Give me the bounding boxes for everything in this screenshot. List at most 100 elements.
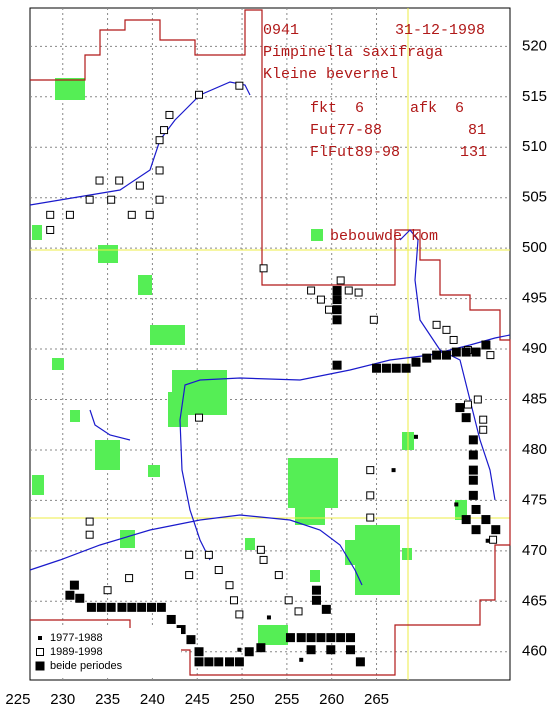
record-filled xyxy=(326,633,336,643)
x-tick-label: 230 xyxy=(50,691,75,708)
record-filled xyxy=(332,295,342,305)
record-open xyxy=(214,566,223,575)
record-filled xyxy=(214,657,224,667)
record-filled xyxy=(321,604,331,614)
record-open xyxy=(366,466,375,475)
built-up-area xyxy=(310,570,320,582)
record-open xyxy=(235,610,244,619)
record-filled xyxy=(422,353,432,363)
y-tick-label: 480 xyxy=(522,441,547,458)
record-filled xyxy=(86,602,96,612)
record-filled xyxy=(156,602,166,612)
record-open xyxy=(235,81,244,90)
record-filled xyxy=(332,315,342,325)
built-up-area xyxy=(32,475,44,495)
record-open xyxy=(125,574,134,583)
legend-box xyxy=(31,628,181,678)
stat-value: 81 xyxy=(468,122,486,139)
record-filled xyxy=(471,525,481,535)
record-open xyxy=(65,210,74,219)
record-open xyxy=(155,195,164,204)
record-open xyxy=(115,176,124,185)
y-tick-label: 495 xyxy=(522,290,547,307)
record-open xyxy=(185,571,194,580)
y-tick-label: 515 xyxy=(522,88,547,105)
record-filled xyxy=(296,633,306,643)
grid xyxy=(30,8,510,680)
record-filled xyxy=(194,657,204,667)
record-open xyxy=(225,581,234,590)
record-filled xyxy=(256,643,266,653)
record-filled xyxy=(461,413,471,423)
record-open xyxy=(369,315,378,324)
legend-label: 1977-1988 xyxy=(50,632,103,644)
built-up-area xyxy=(98,245,118,263)
record-filled xyxy=(471,347,481,357)
record-filled xyxy=(455,403,465,413)
record-filled xyxy=(225,657,235,667)
built-up-area xyxy=(95,440,120,470)
x-tick-label: 225 xyxy=(5,691,30,708)
dutch-name: Kleine bevernel xyxy=(263,66,398,83)
record-open xyxy=(85,195,94,204)
x-tick-label: 235 xyxy=(95,691,120,708)
record-open xyxy=(463,400,472,409)
record-filled xyxy=(147,602,157,612)
record-filled xyxy=(127,602,137,612)
record-open xyxy=(229,596,238,605)
stat-label: Fut77-88 xyxy=(310,122,382,139)
record-open xyxy=(155,136,164,145)
record-open xyxy=(103,586,112,595)
legend: 1977-1988 1989-1998 beide periodes xyxy=(35,632,123,672)
record-filled xyxy=(468,465,478,475)
legend-built-up: bebouwde kom xyxy=(330,228,438,245)
record-filled xyxy=(65,590,75,600)
record-open xyxy=(85,517,94,526)
y-tick-label: 520 xyxy=(522,37,547,54)
record-filled xyxy=(441,350,451,360)
record-filled xyxy=(332,305,342,315)
y-tick-label: 460 xyxy=(522,643,547,660)
y-tick-label: 505 xyxy=(522,189,547,206)
record-filled xyxy=(451,347,461,357)
record-open xyxy=(107,195,116,204)
record-open xyxy=(195,90,204,99)
record-filled xyxy=(461,347,471,357)
record-filled xyxy=(69,580,79,590)
record-filled xyxy=(35,661,45,671)
record-filled xyxy=(481,515,491,525)
built-up-area xyxy=(150,325,185,345)
river xyxy=(89,409,131,441)
rivers xyxy=(29,81,511,586)
record-open xyxy=(145,210,154,219)
record-filled xyxy=(481,340,491,350)
record-filled xyxy=(311,585,321,595)
record-filled xyxy=(176,625,186,635)
record-dot xyxy=(299,657,304,662)
record-filled xyxy=(166,614,176,624)
built-up-area xyxy=(295,505,325,525)
record-filled xyxy=(355,657,365,667)
record-filled xyxy=(432,350,442,360)
record-filled xyxy=(244,647,254,657)
record-open xyxy=(325,305,334,314)
record-open xyxy=(479,415,488,424)
record-filled xyxy=(306,633,316,643)
record-open xyxy=(259,555,268,564)
record-open xyxy=(284,596,293,605)
record-open xyxy=(185,550,194,559)
record-open xyxy=(442,325,451,334)
record-filled xyxy=(332,286,342,296)
record-filled xyxy=(326,645,336,655)
record-dot xyxy=(38,636,42,640)
species-code: 0941 xyxy=(263,22,299,39)
record-open xyxy=(432,320,441,329)
record-open xyxy=(95,176,104,185)
records xyxy=(46,81,501,667)
y-tick-label: 465 xyxy=(522,592,547,609)
built-up-area xyxy=(138,275,152,295)
built-up-area xyxy=(120,530,135,548)
record-dot xyxy=(237,647,242,652)
